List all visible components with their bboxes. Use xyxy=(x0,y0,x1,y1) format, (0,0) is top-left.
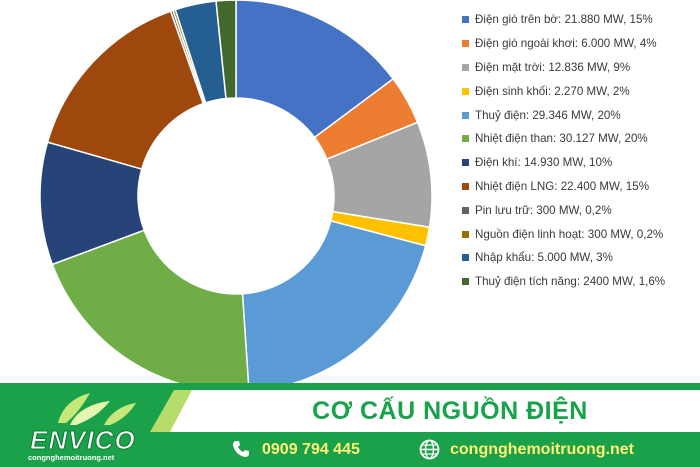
legend-swatch xyxy=(462,278,469,286)
legend-swatch xyxy=(462,40,469,48)
legend-label: Điện sinh khối: 2.270 MW, 2% xyxy=(475,84,630,98)
chart-legend: Điện gió trên bờ: 21.880 MW, 15% Điện gió… xyxy=(462,8,694,294)
legend-label: Điện gió ngoài khơi: 6.000 MW, 4% xyxy=(475,37,657,51)
legend-item-12: Thuỷ điện tích năng: 2400 MW, 1,6% xyxy=(462,270,694,294)
legend-swatch xyxy=(462,111,469,119)
legend-item-11: Nhập khẩu: 5.000 MW, 3% xyxy=(462,246,694,270)
phone-icon xyxy=(233,441,249,457)
legend-item-6: Nhiệt điện than: 30.127 MW, 20% xyxy=(462,127,694,151)
donut-slice-5 xyxy=(241,219,427,385)
legend-label: Điện mặt trời: 12.836 MW, 9% xyxy=(475,60,631,74)
legend-label: Nguồn điện linh hoạt: 300 MW, 0,2% xyxy=(475,227,664,241)
legend-swatch xyxy=(462,63,469,71)
chart-area: Điện gió trên bờ: 21.880 MW, 15% Điện gió… xyxy=(39,0,694,385)
legend-item-2: Điện gió ngoài khơi: 6.000 MW, 4% xyxy=(462,32,694,56)
legend-swatch xyxy=(462,16,469,24)
legend-item-5: Thuỷ điện: 29.346 MW, 20% xyxy=(462,103,694,127)
legend-label: Pin lưu trữ: 300 MW, 0,2% xyxy=(475,203,612,217)
legend-label: Nhiệt điện LNG: 22.400 MW, 15% xyxy=(475,179,649,193)
legend-item-1: Điện gió trên bờ: 21.880 MW, 15% xyxy=(462,8,694,32)
banner-title: CƠ CẤU NGUỒN ĐIỆN xyxy=(312,397,588,425)
globe-icon xyxy=(419,439,440,460)
donut-chart xyxy=(39,0,433,385)
legend-label: Điện gió trên bờ: 21.880 MW, 15% xyxy=(475,13,653,27)
logo-text: ENVICO xyxy=(30,425,136,456)
legend-item-3: Điện mặt trời: 12.836 MW, 9% xyxy=(462,56,694,80)
logo-domain: congnghemoitruong.net xyxy=(28,453,115,462)
legend-swatch xyxy=(462,87,469,95)
phone-number[interactable]: 0909 794 445 xyxy=(262,441,360,458)
legend-item-8: Nhiệt điện LNG: 22.400 MW, 15% xyxy=(462,175,694,199)
footer-banner: CƠ CẤU NGUỒN ĐIỆN ENVICO congnghemoitruo… xyxy=(0,383,700,467)
legend-label: Thuỷ điện: 29.346 MW, 20% xyxy=(475,108,621,122)
legend-swatch xyxy=(462,182,469,190)
legend-label: Thuỷ điện tích năng: 2400 MW, 1,6% xyxy=(475,275,666,289)
legend-swatch xyxy=(462,206,469,214)
legend-item-4: Điện sinh khối: 2.270 MW, 2% xyxy=(462,79,694,103)
legend-swatch xyxy=(462,230,469,238)
legend-swatch xyxy=(462,135,469,143)
title-band xyxy=(170,390,700,432)
legend-label: Nhập khẩu: 5.000 MW, 3% xyxy=(475,251,613,265)
envico-logo: ENVICO congnghemoitruong.net xyxy=(18,389,158,463)
legend-swatch xyxy=(462,159,469,167)
legend-swatch xyxy=(462,254,469,262)
donut-slice-12 xyxy=(215,0,237,100)
legend-label: Điện khí: 14.930 MW, 10% xyxy=(475,156,613,170)
legend-label: Nhiệt điện than: 30.127 MW, 20% xyxy=(475,132,648,146)
legend-item-10: Nguồn điện linh hoạt: 300 MW, 0,2% xyxy=(462,222,694,246)
website-link[interactable]: congnghemoitruong.net xyxy=(450,441,634,458)
legend-item-7: Điện khí: 14.930 MW, 10% xyxy=(462,151,694,175)
legend-item-9: Pin lưu trữ: 300 MW, 0,2% xyxy=(462,198,694,222)
leaf-logo-icon xyxy=(58,393,136,425)
